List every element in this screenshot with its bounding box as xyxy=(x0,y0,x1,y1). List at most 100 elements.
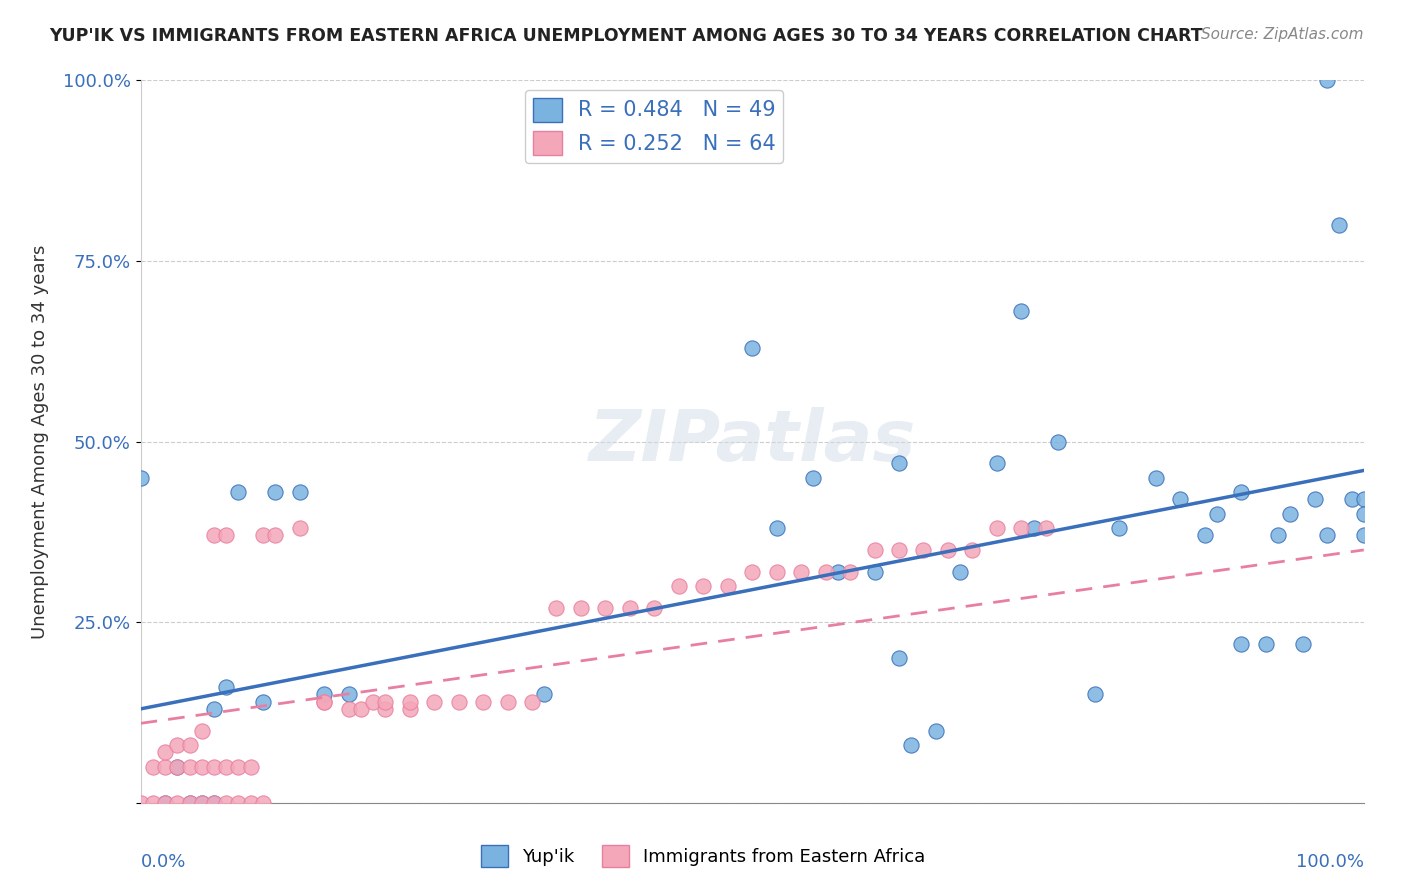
Point xyxy=(288,521,311,535)
Point xyxy=(925,723,948,738)
Point xyxy=(803,470,825,484)
Point xyxy=(1170,492,1192,507)
Point xyxy=(337,702,360,716)
Point xyxy=(900,738,922,752)
Point xyxy=(1267,528,1289,542)
Legend: Yup'ik, Immigrants from Eastern Africa: Yup'ik, Immigrants from Eastern Africa xyxy=(474,838,932,874)
Point xyxy=(496,695,519,709)
Point xyxy=(179,738,201,752)
Point xyxy=(741,565,763,579)
Point xyxy=(1353,507,1375,521)
Point xyxy=(191,723,214,738)
Point xyxy=(1046,434,1069,449)
Point xyxy=(863,542,886,557)
Text: 100.0%: 100.0% xyxy=(1296,854,1364,871)
Point xyxy=(863,565,886,579)
Y-axis label: Unemployment Among Ages 30 to 34 years: Unemployment Among Ages 30 to 34 years xyxy=(31,244,49,639)
Point xyxy=(264,485,287,500)
Point xyxy=(374,695,396,709)
Point xyxy=(374,702,396,716)
Point xyxy=(668,579,690,593)
Point xyxy=(619,600,641,615)
Point xyxy=(1353,528,1375,542)
Point xyxy=(288,485,311,500)
Point xyxy=(912,542,935,557)
Point xyxy=(252,796,274,810)
Point xyxy=(1022,521,1045,535)
Point xyxy=(312,695,335,709)
Point xyxy=(239,796,262,810)
Point xyxy=(350,702,373,716)
Point xyxy=(1230,485,1253,500)
Legend: R = 0.484   N = 49, R = 0.252   N = 64: R = 0.484 N = 49, R = 0.252 N = 64 xyxy=(526,90,783,162)
Point xyxy=(166,796,188,810)
Point xyxy=(1035,521,1057,535)
Point xyxy=(814,565,837,579)
Point xyxy=(936,542,959,557)
Point xyxy=(520,695,543,709)
Point xyxy=(827,565,849,579)
Point xyxy=(215,760,238,774)
Point xyxy=(790,565,813,579)
Point xyxy=(1340,492,1362,507)
Point xyxy=(1230,637,1253,651)
Point xyxy=(228,796,250,810)
Point xyxy=(1316,73,1339,87)
Point xyxy=(1010,521,1032,535)
Point xyxy=(887,456,910,470)
Point xyxy=(215,796,238,810)
Point xyxy=(1084,687,1107,701)
Point xyxy=(202,760,225,774)
Point xyxy=(191,760,214,774)
Point xyxy=(1303,492,1326,507)
Point xyxy=(202,796,225,810)
Point xyxy=(1316,528,1339,542)
Point xyxy=(142,796,165,810)
Point xyxy=(1279,507,1302,521)
Point xyxy=(887,542,910,557)
Point xyxy=(191,796,214,810)
Point xyxy=(252,528,274,542)
Point xyxy=(166,760,188,774)
Point xyxy=(1353,492,1375,507)
Point xyxy=(962,542,984,557)
Text: 0.0%: 0.0% xyxy=(141,854,186,871)
Point xyxy=(228,760,250,774)
Point xyxy=(692,579,714,593)
Point xyxy=(337,687,360,701)
Point xyxy=(546,600,568,615)
Text: YUP'IK VS IMMIGRANTS FROM EASTERN AFRICA UNEMPLOYMENT AMONG AGES 30 TO 34 YEARS : YUP'IK VS IMMIGRANTS FROM EASTERN AFRICA… xyxy=(49,27,1204,45)
Point xyxy=(1291,637,1313,651)
Point xyxy=(1010,304,1032,318)
Point xyxy=(1329,218,1351,232)
Point xyxy=(949,565,972,579)
Point xyxy=(1108,521,1130,535)
Text: Source: ZipAtlas.com: Source: ZipAtlas.com xyxy=(1201,27,1364,42)
Point xyxy=(179,760,201,774)
Point xyxy=(1206,507,1229,521)
Point xyxy=(741,341,763,355)
Point xyxy=(595,600,617,615)
Point xyxy=(569,600,592,615)
Point xyxy=(239,760,262,774)
Point xyxy=(129,470,152,484)
Point xyxy=(839,565,862,579)
Point xyxy=(533,687,555,701)
Point xyxy=(765,521,787,535)
Point xyxy=(202,702,225,716)
Point xyxy=(312,695,335,709)
Point xyxy=(153,796,176,810)
Point xyxy=(166,760,188,774)
Point xyxy=(202,528,225,542)
Point xyxy=(765,565,787,579)
Point xyxy=(179,796,201,810)
Point xyxy=(215,528,238,542)
Point xyxy=(129,796,152,810)
Point xyxy=(717,579,740,593)
Point xyxy=(252,695,274,709)
Point xyxy=(643,600,665,615)
Point xyxy=(215,680,238,694)
Point xyxy=(423,695,446,709)
Point xyxy=(986,456,1008,470)
Point xyxy=(887,651,910,665)
